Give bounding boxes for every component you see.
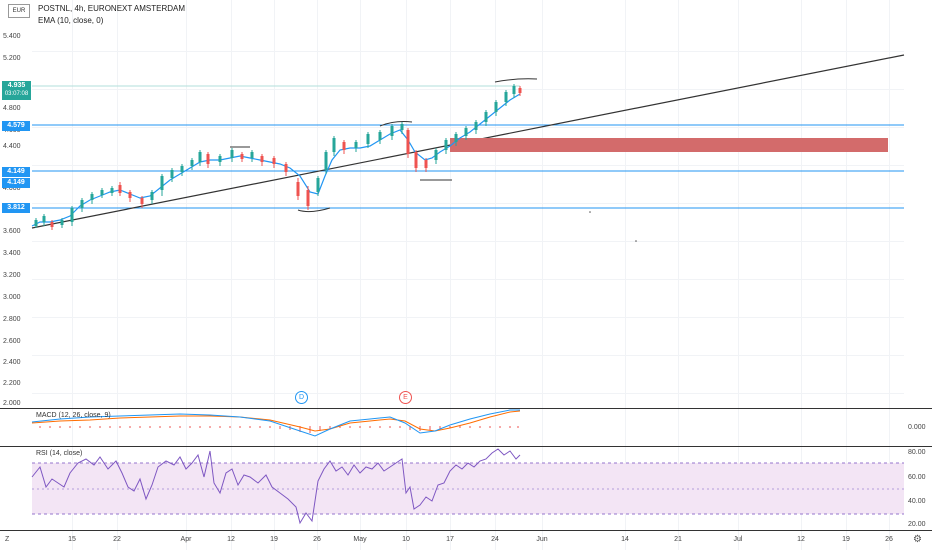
level-tag-4149: 4.149 bbox=[2, 167, 30, 177]
level-tag-3812: 3.812 bbox=[2, 203, 30, 213]
dot-marker bbox=[589, 211, 591, 213]
swing-arc bbox=[379, 121, 413, 127]
level-tag-4149b: 4.149 bbox=[2, 178, 30, 188]
pane-separator[interactable] bbox=[0, 408, 932, 409]
macd-chart[interactable] bbox=[0, 409, 932, 446]
macd-histogram bbox=[39, 426, 519, 433]
macd-zero-tick: 0.000 bbox=[908, 424, 926, 431]
ema-line bbox=[31, 93, 521, 227]
pane-separator[interactable] bbox=[0, 446, 932, 447]
rsi-tick-20: 20.00 bbox=[908, 521, 926, 528]
settings-gear-icon[interactable]: ⚙ bbox=[913, 534, 922, 545]
event-marker-d[interactable]: D bbox=[295, 391, 308, 404]
event-marker-e[interactable]: E bbox=[399, 391, 412, 404]
price-chart[interactable] bbox=[0, 0, 932, 410]
rsi-tick-40: 40.00 bbox=[908, 498, 926, 505]
swing-arc bbox=[297, 207, 331, 213]
macd-label: MACD (12, 26, close, 9) bbox=[36, 412, 111, 419]
rsi-tick-80: 80.00 bbox=[908, 449, 926, 456]
ema-indicator-label: EMA (10, close, 0) bbox=[38, 16, 104, 25]
macd-line bbox=[31, 409, 520, 437]
countdown: 03:07:08 bbox=[4, 91, 29, 97]
pane-separator[interactable] bbox=[0, 530, 932, 531]
symbol-title: POSTNL, 4h, EURONEXT AMSTERDAM bbox=[38, 4, 185, 13]
rsi-label: RSI (14, close) bbox=[36, 450, 83, 457]
rsi-chart[interactable] bbox=[0, 447, 932, 530]
current-price: 4.935 bbox=[7, 82, 26, 89]
current-price-tag: 4.935 03:07:08 bbox=[2, 81, 31, 100]
candles bbox=[34, 84, 522, 230]
supply-zone bbox=[450, 138, 888, 152]
rsi-tick-60: 60.00 bbox=[908, 474, 926, 481]
swing-arc bbox=[494, 78, 538, 83]
z-button[interactable]: Z bbox=[5, 536, 10, 543]
dot-marker bbox=[635, 240, 637, 242]
level-tag-4579: 4.579 bbox=[2, 121, 30, 131]
currency-badge[interactable]: EUR bbox=[8, 4, 30, 18]
rsi-line bbox=[31, 448, 521, 525]
